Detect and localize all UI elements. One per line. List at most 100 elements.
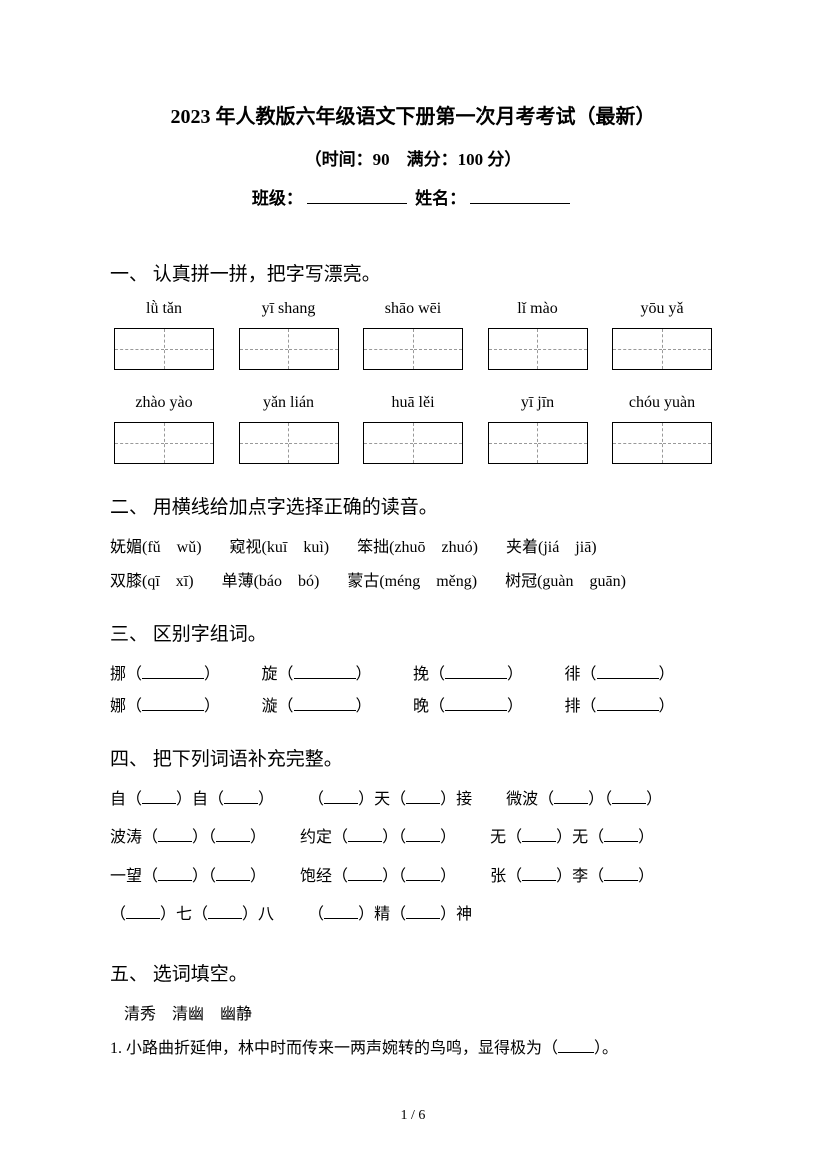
exam-title: 2023 年人教版六年级语文下册第一次月考考试（最新）: [110, 100, 716, 129]
char-box[interactable]: [612, 328, 712, 370]
pinyin-item: lǐ mào: [488, 300, 588, 318]
class-label: 班级：: [252, 189, 303, 208]
q3-item: 漩（）: [262, 692, 414, 716]
q3-item: 晚（）: [413, 692, 565, 716]
q4-blank[interactable]: [142, 803, 176, 804]
q4-title: 四、 把下列词语补充完整。: [110, 744, 716, 771]
q3-blank[interactable]: [294, 710, 356, 711]
q2-item: 妩媚(fǔ wǔ): [110, 533, 202, 557]
q4-blank[interactable]: [216, 841, 250, 842]
q1-box-row2: [110, 422, 716, 464]
q4-blank[interactable]: [406, 841, 440, 842]
q2-row2: 双膝(qī xī) 单薄(báo bó) 蒙古(méng měng) 树冠(gu…: [110, 567, 716, 591]
q4-blank[interactable]: [406, 918, 440, 919]
q4-blank[interactable]: [406, 803, 440, 804]
q2-item: 窥视(kuī kuì): [230, 533, 330, 557]
char-box[interactable]: [363, 328, 463, 370]
q2-item: 树冠(guàn guān): [505, 567, 626, 591]
q4-blank[interactable]: [604, 841, 638, 842]
q4-item: （）七（）八: [110, 900, 274, 930]
name-blank[interactable]: [470, 186, 570, 204]
q4-item: 约定（）（）: [300, 823, 456, 853]
q5-line1: 1. 小路曲折延伸，林中时而传来一两声婉转的鸟鸣，显得极为（）。: [110, 1034, 716, 1058]
q4-blank[interactable]: [324, 803, 358, 804]
exam-subtitle: （时间：90 满分：100 分）: [110, 145, 716, 170]
q2-row1: 妩媚(fǔ wǔ) 窥视(kuī kuì) 笨拙(zhuō zhuó) 夹着(j…: [110, 533, 716, 557]
q3-blank[interactable]: [597, 678, 659, 679]
q4-blank[interactable]: [216, 880, 250, 881]
q4-blank[interactable]: [522, 880, 556, 881]
class-blank[interactable]: [307, 186, 407, 204]
q4-blank[interactable]: [158, 841, 192, 842]
q4-blank[interactable]: [406, 880, 440, 881]
q5-words: 清秀 清幽 幽静: [110, 1000, 716, 1024]
pinyin-item: zhào yào: [114, 394, 214, 412]
q3-row1: 挪（） 旋（） 挽（） 徘（）: [110, 660, 716, 684]
q4-blank[interactable]: [612, 803, 646, 804]
char-box[interactable]: [239, 422, 339, 464]
page-number: 1 / 6: [0, 1108, 826, 1124]
char-box[interactable]: [114, 422, 214, 464]
q4-item: 张（）李（）: [490, 862, 654, 892]
q3-item: 挪（）: [110, 660, 262, 684]
q4-row2: 波涛（）（） 约定（）（） 无（）无（）: [110, 823, 716, 853]
char-box[interactable]: [488, 422, 588, 464]
pinyin-item: chóu yuàn: [612, 394, 712, 412]
q4-blank[interactable]: [554, 803, 588, 804]
char-box[interactable]: [239, 328, 339, 370]
q3-row2: 娜（） 漩（） 晚（） 排（）: [110, 692, 716, 716]
student-info: 班级： 姓名：: [110, 184, 716, 209]
q4-blank[interactable]: [348, 841, 382, 842]
q4-blank[interactable]: [522, 841, 556, 842]
q2-item: 蒙古(méng měng): [347, 567, 477, 591]
q4-item: 自（）自（）: [110, 785, 274, 815]
q4-item: （）天（）接: [308, 785, 472, 815]
char-box[interactable]: [488, 328, 588, 370]
q1-box-row1: [110, 328, 716, 370]
q2-item: 单薄(báo bó): [222, 567, 320, 591]
q1-pinyin-row1: lǜ tǎn yī shang shāo wēi lǐ mào yōu yǎ: [110, 300, 716, 318]
q3-item: 娜（）: [110, 692, 262, 716]
q4-item: 一望（）（）: [110, 862, 266, 892]
q4-blank[interactable]: [604, 880, 638, 881]
pinyin-item: yī shang: [239, 300, 339, 318]
q4-blank[interactable]: [158, 880, 192, 881]
pinyin-item: huā lěi: [363, 394, 463, 412]
q3-blank[interactable]: [445, 678, 507, 679]
pinyin-item: yōu yǎ: [612, 300, 712, 318]
pinyin-item: yī jīn: [488, 394, 588, 412]
q4-blank[interactable]: [324, 918, 358, 919]
q2-item: 笨拙(zhuō zhuó): [357, 533, 478, 557]
q3-blank[interactable]: [597, 710, 659, 711]
q3-blank[interactable]: [445, 710, 507, 711]
q3-item: 挽（）: [413, 660, 565, 684]
q2-title: 二、 用横线给加点字选择正确的读音。: [110, 492, 716, 519]
q5-title: 五、 选词填空。: [110, 959, 716, 986]
pinyin-item: shāo wēi: [363, 300, 463, 318]
char-box[interactable]: [363, 422, 463, 464]
q4-row4: （）七（）八 （）精（）神: [110, 900, 716, 930]
q4-blank[interactable]: [126, 918, 160, 919]
q4-blank[interactable]: [224, 803, 258, 804]
q5-blank[interactable]: [558, 1052, 594, 1053]
q4-item: 波涛（）（）: [110, 823, 266, 853]
char-box[interactable]: [114, 328, 214, 370]
pinyin-item: yǎn lián: [239, 394, 339, 412]
q3-item: 排（）: [565, 692, 717, 716]
q1-pinyin-row2: zhào yào yǎn lián huā lěi yī jīn chóu yu…: [110, 394, 716, 412]
q3-blank[interactable]: [294, 678, 356, 679]
q3-item: 徘（）: [565, 660, 717, 684]
q4-blank[interactable]: [208, 918, 242, 919]
q4-item: 饱经（）（）: [300, 862, 456, 892]
q3-title: 三、 区别字组词。: [110, 619, 716, 646]
q4-row1: 自（）自（） （）天（）接 微波（）（）: [110, 785, 716, 815]
q3-blank[interactable]: [142, 678, 204, 679]
q4-blank[interactable]: [348, 880, 382, 881]
char-box[interactable]: [612, 422, 712, 464]
q3-item: 旋（）: [262, 660, 414, 684]
name-label: 姓名：: [415, 189, 466, 208]
q4-row3: 一望（）（） 饱经（）（） 张（）李（）: [110, 862, 716, 892]
q4-item: （）精（）神: [308, 900, 472, 930]
q2-item: 夹着(jiá jiā): [506, 533, 597, 557]
q3-blank[interactable]: [142, 710, 204, 711]
